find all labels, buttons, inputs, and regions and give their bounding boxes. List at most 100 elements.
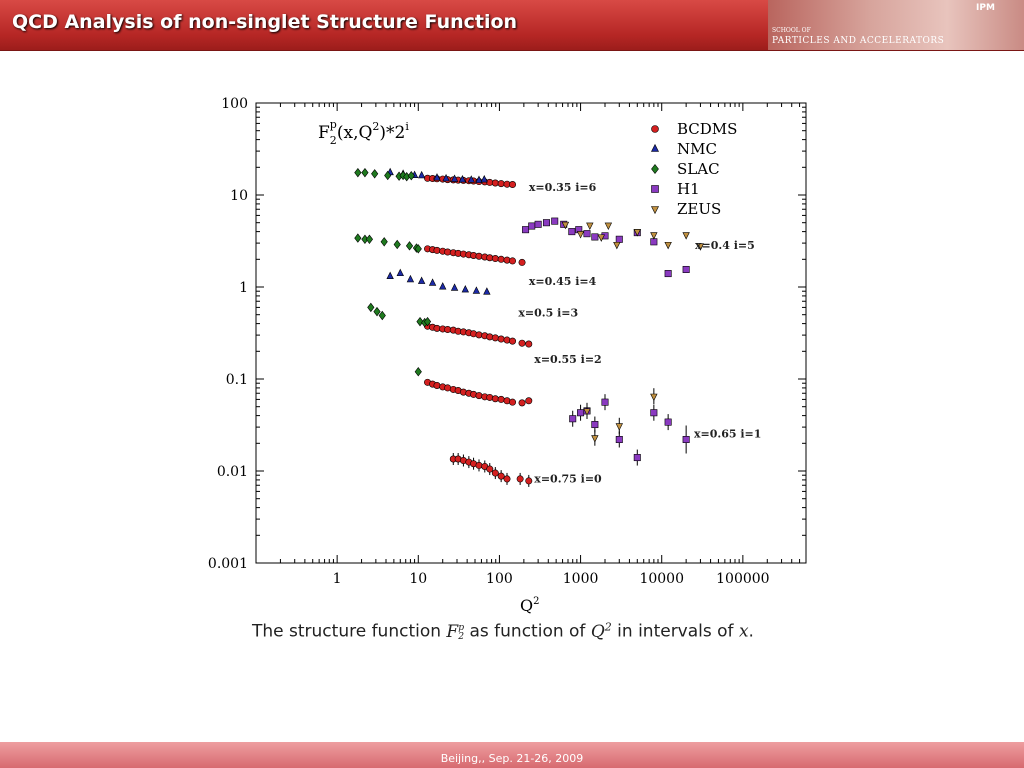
y-tick-label: 0.01 bbox=[217, 464, 248, 480]
annotation-label: x=0.55 i=2 bbox=[534, 353, 601, 366]
data-point-h1 bbox=[551, 217, 559, 225]
series-zeus bbox=[561, 221, 705, 446]
data-point-h1 bbox=[534, 220, 542, 228]
data-point-h1 bbox=[583, 230, 591, 238]
ipm-logo: IPM bbox=[976, 3, 995, 13]
data-point-h1 bbox=[650, 409, 658, 417]
slide-footer: Beijing,, Sep. 21-26, 2009 bbox=[0, 742, 1024, 768]
data-point-nmc bbox=[406, 274, 415, 283]
data-point-bcdms bbox=[525, 340, 533, 348]
legend-marker-zeus bbox=[651, 206, 659, 215]
data-point-h1 bbox=[591, 421, 599, 429]
data-point-bcdms bbox=[503, 475, 511, 483]
data-point-slac bbox=[407, 171, 415, 181]
data-point-h1 bbox=[568, 228, 576, 236]
data-point-h1 bbox=[601, 398, 609, 406]
data-point-bcdms bbox=[491, 179, 499, 187]
legend-label-zeus: ZEUS bbox=[677, 200, 721, 218]
data-point-bcdms bbox=[509, 398, 517, 406]
data-point-bcdms bbox=[491, 469, 499, 477]
data-point-nmc bbox=[472, 286, 481, 294]
data-point-h1 bbox=[682, 265, 690, 273]
data-point-bcdms bbox=[475, 461, 483, 469]
data-point-nmc bbox=[480, 175, 488, 183]
data-point-bcdms bbox=[497, 255, 505, 263]
data-point-bcdms bbox=[509, 181, 517, 189]
data-point-bcdms bbox=[497, 472, 505, 480]
data-point-slac bbox=[380, 237, 388, 247]
x-tick-label: 10000 bbox=[639, 571, 684, 587]
legend-label-h1: H1 bbox=[677, 180, 700, 198]
series-h1 bbox=[522, 217, 690, 466]
data-point-zeus bbox=[615, 423, 623, 431]
x-tick-label: 10 bbox=[409, 571, 427, 587]
legend-marker-slac bbox=[651, 164, 659, 174]
data-point-zeus bbox=[604, 222, 613, 231]
data-point-nmc bbox=[467, 175, 475, 183]
data-point-zeus bbox=[561, 221, 570, 230]
slide-header: QCD Analysis of non-singlet Structure Fu… bbox=[0, 0, 1024, 51]
data-point-zeus bbox=[597, 234, 605, 242]
data-point-slac bbox=[378, 310, 386, 321]
data-point-bcdms bbox=[497, 395, 505, 403]
data-point-h1 bbox=[528, 222, 536, 230]
data-point-slac bbox=[354, 167, 362, 178]
banner-school-text: SCHOOL OF bbox=[772, 27, 811, 34]
series-nmc bbox=[386, 167, 491, 295]
data-point-zeus bbox=[591, 435, 599, 443]
data-point-zeus bbox=[576, 231, 585, 239]
data-point-nmc bbox=[439, 282, 447, 290]
data-point-slac bbox=[384, 170, 392, 181]
data-points bbox=[354, 167, 705, 487]
data-point-zeus bbox=[650, 393, 658, 402]
data-point-nmc bbox=[475, 175, 483, 183]
legend-label-nmc: NMC bbox=[677, 140, 717, 158]
y-tick-label: 100 bbox=[221, 96, 248, 112]
data-point-zeus bbox=[633, 229, 641, 237]
data-point-zeus bbox=[664, 241, 672, 250]
data-point-h1 bbox=[615, 435, 623, 443]
data-point-h1 bbox=[569, 415, 577, 423]
data-point-bcdms bbox=[497, 180, 505, 188]
annotation-label: x=0.5 i=3 bbox=[518, 306, 578, 319]
data-point-bcdms bbox=[491, 395, 499, 403]
data-point-nmc bbox=[450, 283, 459, 291]
annotation-label: x=0.45 i=4 bbox=[529, 275, 597, 288]
data-point-bcdms bbox=[475, 252, 483, 260]
data-point-nmc bbox=[458, 175, 467, 183]
series-bcdms bbox=[424, 174, 533, 487]
data-point-h1 bbox=[682, 435, 690, 443]
annotation-label: x=0.65 i=1 bbox=[694, 428, 761, 441]
legend-marker-h1 bbox=[651, 185, 659, 193]
data-point-nmc bbox=[417, 170, 426, 179]
data-point-nmc bbox=[461, 285, 470, 293]
caption-suffix: in intervals of bbox=[611, 621, 739, 642]
data-point-nmc bbox=[386, 271, 394, 280]
chart-title-ylabel: F2p(x,Q2)*2i bbox=[318, 118, 409, 147]
legend-marker-bcdms bbox=[651, 125, 659, 133]
caption-middle: as function of bbox=[464, 621, 591, 642]
caption-prefix: The structure function bbox=[252, 621, 447, 642]
data-point-slac bbox=[354, 233, 362, 243]
data-point-bcdms bbox=[475, 331, 483, 339]
legend-label-slac: SLAC bbox=[677, 160, 720, 178]
data-point-slac bbox=[371, 169, 379, 179]
data-point-zeus bbox=[650, 232, 658, 240]
data-point-bcdms bbox=[497, 335, 505, 343]
header-banner-image: IPM SCHOOL OF PARTICLES AND ACCELERATORS bbox=[768, 0, 1024, 50]
caption-x-symbol: x bbox=[738, 621, 749, 642]
data-point-bcdms bbox=[518, 258, 526, 266]
y-tick-label: 0.1 bbox=[226, 372, 248, 388]
data-point-bcdms bbox=[518, 399, 526, 407]
data-point-slac bbox=[365, 234, 374, 244]
data-point-slac bbox=[393, 239, 401, 250]
annotation-label: x=0.35 i=6 bbox=[529, 181, 597, 194]
data-point-zeus bbox=[613, 241, 621, 250]
data-point-bcdms bbox=[433, 381, 441, 389]
footer-text: Beijing,, Sep. 21-26, 2009 bbox=[440, 752, 584, 765]
data-point-nmc bbox=[433, 173, 441, 181]
data-point-slac bbox=[367, 302, 375, 313]
x-axis-label: Q2 bbox=[520, 596, 540, 615]
x-tick-label: 1000 bbox=[563, 571, 599, 587]
